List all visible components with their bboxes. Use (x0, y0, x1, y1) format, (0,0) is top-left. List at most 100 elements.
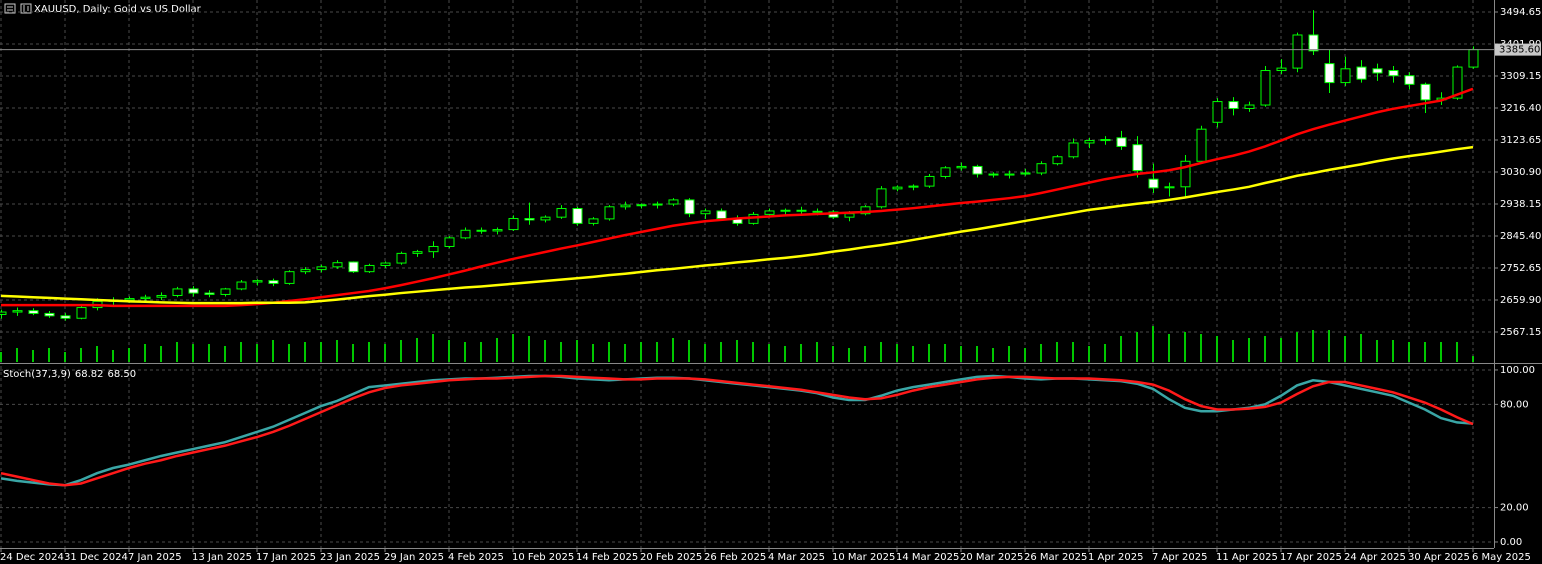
volume-bar (448, 340, 450, 362)
volume-bar (576, 340, 578, 362)
candle-body (252, 280, 263, 283)
candle-body (604, 206, 615, 220)
volume-bar (368, 342, 370, 362)
candle-body (124, 298, 135, 301)
volume-bar (672, 338, 674, 362)
moving-average (1, 87, 1474, 308)
x-tick-label: 10 Mar 2025 (832, 552, 895, 563)
candle-body (28, 310, 39, 314)
volume-bar (848, 348, 850, 362)
candle-body (188, 288, 199, 294)
volume-bar (1408, 342, 1410, 362)
volume-bar (1040, 344, 1042, 362)
volume-bar (464, 342, 466, 362)
candle-body (1020, 172, 1031, 175)
y-tick-label: 80.00 (1500, 399, 1529, 410)
candle-body (364, 264, 375, 273)
volume-bar (400, 340, 402, 362)
last-price-label: 3385.60 (1499, 45, 1540, 56)
x-tick-label: 20 Mar 2025 (960, 552, 1023, 563)
candle-body (1468, 49, 1479, 68)
volume-bar (1088, 346, 1090, 362)
candle-body (476, 229, 487, 232)
x-tick-label: 24 Dec 2024 (0, 552, 64, 563)
y-tick-label: 2567.15 (1500, 327, 1541, 338)
volume-bar (288, 344, 290, 362)
x-tick-label: 10 Feb 2025 (512, 552, 574, 563)
volume-bar (176, 342, 178, 362)
candle-body (1356, 66, 1367, 80)
volume-bar (1296, 332, 1298, 362)
candle-body (1340, 68, 1351, 84)
candle-body (892, 186, 903, 190)
volume-bar (192, 344, 194, 362)
x-tick-label: 7 Jan 2025 (128, 552, 182, 563)
volume-bar (1264, 336, 1266, 362)
volume-bar (1392, 340, 1394, 362)
volume-bar (112, 350, 114, 362)
candle-body (1100, 139, 1111, 142)
candle-body (908, 185, 919, 188)
volume-bar (944, 344, 946, 362)
candle-body (60, 315, 71, 319)
candle-body (1148, 178, 1159, 189)
chart-title: XAUUSD, Daily: Gold vs US Dollar (34, 4, 202, 15)
candle-body (1212, 101, 1223, 123)
candle-body (988, 173, 999, 176)
volume-bar (48, 348, 50, 362)
candle-body (412, 251, 423, 254)
candle-body (924, 175, 935, 187)
volume-bar (1216, 336, 1218, 362)
volume-bar (1232, 340, 1234, 362)
volume-bar (496, 338, 498, 362)
candle-body (860, 206, 871, 215)
y-tick-label: 3494.65 (1500, 7, 1541, 18)
volume-bar (64, 352, 66, 362)
candle-body (1372, 68, 1383, 74)
candle-body (1004, 173, 1015, 176)
candle-body (1388, 70, 1399, 77)
candle-body (460, 229, 471, 239)
indicator-title: Stoch(37,3,9) (3, 369, 71, 380)
candle-body (428, 245, 439, 253)
candle-body (1036, 163, 1047, 174)
candle-body (284, 271, 295, 284)
candle-body (172, 288, 183, 296)
candle-body (1276, 67, 1287, 72)
candle-body (236, 281, 247, 290)
x-tick-label: 7 Apr 2025 (1152, 552, 1207, 563)
candle-body (1132, 144, 1143, 172)
candle-body (1180, 160, 1191, 188)
y-tick-label: 3216.40 (1500, 103, 1541, 114)
y-tick-label: 3123.65 (1500, 135, 1541, 146)
volume-bar (704, 344, 706, 362)
y-tick-label: 2752.65 (1500, 263, 1541, 274)
candle-body (0, 311, 7, 315)
volume-bar (1120, 336, 1122, 362)
volume-bar (1008, 346, 1010, 362)
volume-bar (560, 342, 562, 362)
volume-bar (352, 344, 354, 362)
y-tick-label: 20.00 (1500, 503, 1529, 514)
indicator-readout: 68.82 (75, 369, 104, 380)
volume-bar (928, 344, 930, 362)
volume-bar (240, 342, 242, 362)
candle-body (1260, 70, 1271, 106)
candle-body (220, 288, 231, 295)
candle-body (716, 210, 727, 220)
volume-bar (1328, 330, 1330, 362)
candle-body (1068, 142, 1079, 158)
volume-bar (32, 350, 34, 362)
indicator-readout: 68.50 (107, 369, 136, 380)
candle-body (1084, 140, 1095, 144)
x-tick-label: 13 Jan 2025 (192, 552, 252, 563)
volume-bar (1072, 342, 1074, 362)
candle-body (1228, 101, 1239, 109)
volume-bar (1376, 340, 1378, 362)
candle-body (700, 210, 711, 215)
candle-body (572, 208, 583, 224)
candle-body (780, 209, 791, 212)
x-tick-label: 26 Feb 2025 (704, 552, 766, 563)
volume-bar (0, 352, 2, 362)
